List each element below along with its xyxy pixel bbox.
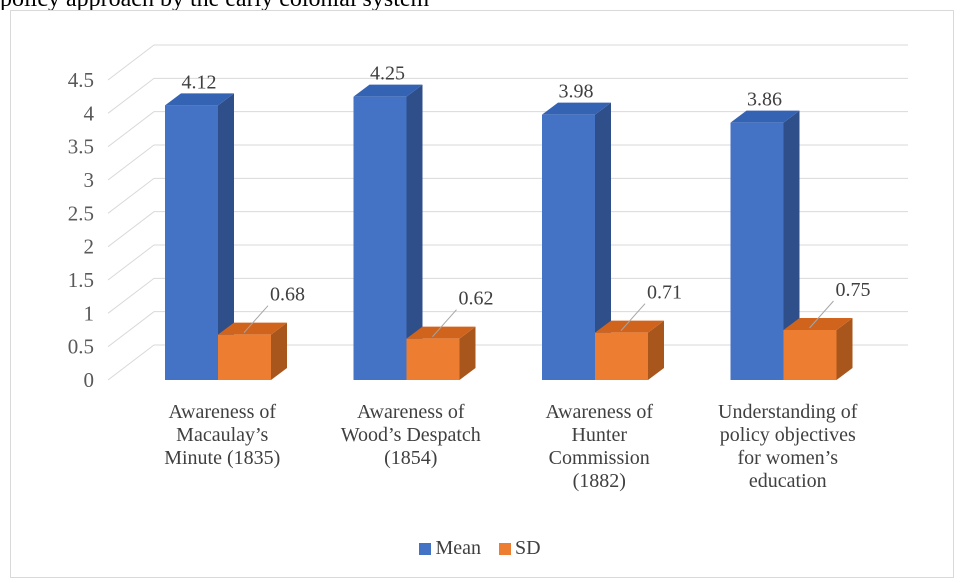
bar-side-mean bbox=[406, 84, 423, 381]
gridline bbox=[107, 177, 908, 214]
bar-top-sd bbox=[406, 326, 476, 339]
bar-sd bbox=[406, 338, 460, 380]
legend-swatch-mean bbox=[419, 542, 432, 555]
bar-sd bbox=[595, 332, 648, 380]
bar-top-sd bbox=[218, 322, 287, 335]
gridline bbox=[107, 211, 908, 248]
x-category-label: Awareness of Macaulay’s Minute (1835) bbox=[164, 401, 280, 469]
y-tick-label: 4 bbox=[84, 101, 95, 125]
y-tick-label: 0.5 bbox=[68, 335, 94, 359]
bar-side-mean bbox=[783, 110, 800, 381]
bar-sd bbox=[218, 334, 271, 380]
gridline bbox=[107, 44, 908, 81]
bar-mean bbox=[165, 105, 218, 380]
y-tick-label: 0 bbox=[84, 368, 95, 392]
gridline bbox=[107, 311, 908, 348]
data-label-leader bbox=[243, 305, 269, 333]
legend-item-mean: Mean bbox=[419, 537, 481, 560]
data-label-leader bbox=[620, 303, 646, 331]
legend: Mean SD bbox=[0, 537, 960, 560]
y-tick-label: 3 bbox=[84, 168, 95, 192]
bar-sd bbox=[783, 330, 837, 380]
legend-label-sd: SD bbox=[514, 537, 541, 559]
gridline bbox=[107, 144, 908, 181]
clipped-text-line: policy approach by the early colonial sy… bbox=[0, 0, 960, 10]
bar-top-sd bbox=[783, 318, 853, 330]
y-tick-label: 2.5 bbox=[68, 201, 94, 225]
bar-side-mean bbox=[595, 102, 611, 381]
y-tick-label: 3.5 bbox=[68, 135, 94, 159]
data-label-sd: 0.75 bbox=[836, 279, 871, 301]
gridline bbox=[107, 277, 908, 314]
bar-side-sd bbox=[836, 318, 853, 380]
bar-top-mean bbox=[165, 93, 234, 106]
bar-side-mean bbox=[218, 93, 234, 380]
data-label-sd: 0.71 bbox=[647, 282, 682, 304]
bar-side-sd bbox=[648, 320, 664, 380]
bar-top-sd bbox=[595, 320, 664, 333]
data-label-mean: 3.86 bbox=[747, 89, 782, 111]
bar-top-mean bbox=[542, 102, 611, 115]
gridline bbox=[107, 111, 908, 148]
legend-item-sd: SD bbox=[498, 537, 541, 560]
data-label-mean: 4.25 bbox=[370, 63, 405, 85]
y-tick-label: 4.5 bbox=[68, 68, 94, 92]
gridline bbox=[107, 77, 908, 114]
data-label-mean: 3.98 bbox=[559, 81, 594, 103]
legend-swatch-sd bbox=[498, 542, 511, 555]
y-tick-label: 2 bbox=[84, 235, 95, 259]
bar-top-mean bbox=[730, 110, 800, 123]
bar-mean bbox=[353, 96, 407, 381]
x-category-label: Awareness of Hunter Commission (1882) bbox=[545, 401, 653, 492]
bar-side-sd bbox=[459, 326, 476, 380]
data-label-leader bbox=[432, 309, 457, 337]
x-category-label: Awareness of Wood’s Despatch (1854) bbox=[341, 401, 481, 469]
data-label-mean: 4.12 bbox=[182, 71, 217, 93]
y-tick-label: 1 bbox=[84, 301, 95, 325]
bar-side-sd bbox=[271, 322, 287, 380]
data-label-sd: 0.68 bbox=[270, 284, 305, 306]
bar-top-mean bbox=[353, 84, 423, 97]
y-tick-label: 1.5 bbox=[68, 268, 94, 292]
gridline bbox=[107, 244, 908, 281]
x-category-label: Understanding of policy objectives for wom… bbox=[718, 401, 858, 492]
bar-mean bbox=[730, 122, 784, 381]
data-label-leader bbox=[809, 300, 834, 329]
data-label-sd: 0.62 bbox=[459, 288, 494, 310]
legend-label-mean: Mean bbox=[435, 537, 481, 559]
bar-mean bbox=[542, 114, 595, 381]
